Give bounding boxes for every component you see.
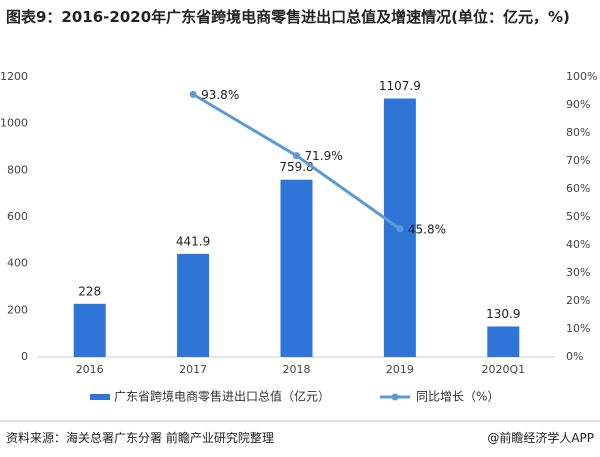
bar-value-label: 130.9 <box>486 307 520 321</box>
y2-tick-label: 50% <box>566 210 590 223</box>
y-tick-label: 400 <box>7 257 28 270</box>
bar-value-label: 759.8 <box>279 160 313 174</box>
y-tick-label: 600 <box>7 210 28 223</box>
y2-tick-label: 20% <box>566 294 590 307</box>
legend-label: 同比增长（%） <box>416 390 499 404</box>
y2-tick-label: 90% <box>566 98 590 111</box>
y2-tick-label: 10% <box>566 322 590 335</box>
y2-tick-label: 40% <box>566 238 590 251</box>
y2-tick-label: 100% <box>566 70 597 83</box>
bar <box>73 303 106 357</box>
legend-swatch <box>90 394 110 400</box>
line-marker <box>396 225 404 233</box>
y2-tick-label: 80% <box>566 126 590 139</box>
y-tick-label: 800 <box>7 163 28 176</box>
line-value-label: 93.8% <box>201 88 239 102</box>
credit: @前瞻经济学人APP <box>487 431 594 445</box>
line-marker <box>189 90 197 98</box>
bar-value-label: 1107.9 <box>379 79 421 93</box>
legend-swatch <box>391 393 399 401</box>
x-tick-label: 2016 <box>76 363 104 376</box>
y2-tick-label: 70% <box>566 154 590 167</box>
y2-tick-label: 60% <box>566 182 590 195</box>
x-tick-label: 2020Q1 <box>481 363 525 376</box>
y-tick-label: 1000 <box>0 117 28 130</box>
bar <box>177 253 210 357</box>
y-tick-label: 0 <box>21 350 28 363</box>
y2-tick-label: 30% <box>566 266 590 279</box>
line-value-label: 45.8% <box>408 222 446 236</box>
y-tick-label: 1200 <box>0 70 28 83</box>
legend-label: 广东省跨境电商零售进出口总值（亿元） <box>114 389 330 404</box>
chart-title: 图表9：2016-2020年广东省跨境电商零售进出口总值及增速情况(单位：亿元，… <box>6 8 570 26</box>
bar <box>487 326 520 357</box>
bar-value-label: 441.9 <box>176 234 210 248</box>
bar-value-label: 228 <box>78 284 101 298</box>
x-tick-label: 2019 <box>386 363 414 376</box>
y-tick-label: 200 <box>7 303 28 316</box>
y2-tick-label: 0% <box>566 350 583 363</box>
x-tick-label: 2017 <box>179 363 207 376</box>
bar <box>280 179 313 357</box>
line-value-label: 71.9% <box>305 149 343 163</box>
x-tick-label: 2018 <box>283 363 311 376</box>
line-marker <box>293 152 300 160</box>
source: 资料来源：海关总署广东分署 前瞻产业研究院整理 <box>6 431 274 445</box>
